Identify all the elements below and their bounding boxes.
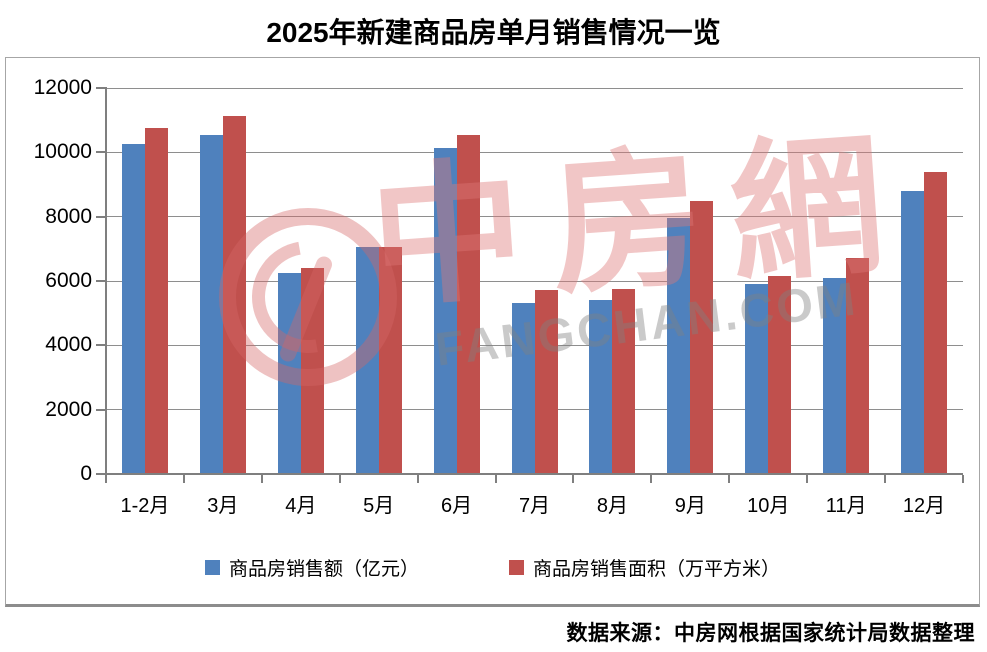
y-axis-label: 8000	[45, 204, 92, 228]
bar-sales-area	[300, 268, 324, 474]
x-axis-tick	[806, 475, 809, 483]
y-axis-label: 6000	[45, 269, 92, 292]
bar-sales-amount	[433, 147, 457, 474]
y-axis-tick	[96, 344, 106, 347]
y-axis-label: 4000	[45, 333, 92, 357]
bar-sales-area	[144, 128, 168, 474]
gridline	[106, 87, 963, 89]
x-axis-label: 6月	[441, 495, 473, 517]
legend-item-sales-area: 商品房销售面积（万平方米）	[509, 554, 780, 581]
y-axis-tick	[96, 473, 106, 475]
y-axis-label: 10000	[33, 140, 92, 164]
bar-sales-area	[924, 171, 948, 474]
x-axis-tick	[884, 475, 887, 483]
x-axis-tick	[182, 475, 185, 483]
legend-label-sales-amount: 商品房销售额（亿元）	[228, 558, 419, 580]
x-axis-label: 3月	[207, 495, 239, 517]
x-axis-tick	[572, 475, 575, 483]
x-axis-tick	[494, 475, 497, 483]
chart-frame: 0 2000 4000 6000 8000 10000 12000 1-2月 3月 4月 5月 6月 7…	[5, 57, 980, 607]
gridline	[106, 280, 963, 282]
legend: 商品房销售额（亿元） 商品房销售面积（万平方米）	[6, 550, 979, 584]
legend-label-sales-area: 商品房销售面积（万平方米）	[533, 558, 781, 580]
x-axis-label: 10月	[747, 495, 790, 517]
x-axis-tick	[260, 475, 263, 483]
x-axis-label: 4月	[285, 495, 317, 517]
bar-sales-area	[222, 116, 246, 474]
x-axis-tick	[650, 475, 653, 483]
legend-swatch-red	[509, 559, 524, 575]
x-axis-label: 12月	[902, 495, 946, 517]
bar-sales-area	[534, 290, 558, 474]
y-axis-tick	[96, 215, 106, 218]
x-axis-label: 7月	[518, 495, 551, 517]
y-axis-tick	[96, 151, 106, 154]
gridline	[106, 216, 963, 218]
x-axis-label: 5月	[363, 495, 395, 517]
legend-swatch-blue	[204, 559, 220, 575]
bar-sales-amount	[667, 218, 691, 474]
x-axis-label: 1-2月	[120, 495, 170, 517]
y-axis-label: 2000	[45, 397, 92, 421]
watermark-domain-text: FANGCHAN.COM	[432, 271, 861, 376]
bar-sales-amount	[745, 284, 769, 474]
bar-sales-area	[378, 247, 402, 474]
chart-title: 2025年新建商品房单月销售情况一览	[266, 17, 721, 48]
gridline	[106, 151, 963, 153]
x-axis-tick	[105, 475, 107, 483]
x-axis-tick	[338, 475, 341, 483]
bar-sales-amount	[199, 134, 223, 474]
bar-sales-area	[612, 289, 636, 474]
bar-sales-area	[456, 135, 480, 474]
y-axis-tick	[96, 408, 106, 411]
y-axis-label: 0	[80, 462, 92, 485]
y-axis-tick	[96, 280, 106, 282]
y-axis-label: 12000	[33, 76, 92, 99]
y-axis-line	[105, 87, 107, 475]
x-axis-line	[105, 473, 963, 475]
legend-item-sales-amount: 商品房销售额（亿元）	[204, 554, 419, 581]
bar-sales-amount	[355, 247, 379, 474]
x-axis-tick	[728, 475, 731, 483]
bar-sales-amount	[511, 302, 535, 474]
x-axis-label: 8月	[596, 495, 628, 517]
data-source-note: 数据来源：中房网根据国家统计局数据整理	[566, 622, 975, 645]
bar-sales-amount	[823, 278, 847, 474]
bar-sales-area	[846, 258, 870, 474]
x-axis-label: 11月	[825, 495, 867, 517]
bar-sales-amount	[901, 190, 925, 474]
bar-sales-amount	[589, 300, 613, 474]
bar-sales-area	[768, 275, 792, 474]
x-axis-label: 9月	[674, 495, 706, 517]
bar-sales-amount	[277, 273, 301, 474]
x-axis-tick	[416, 475, 419, 483]
bar-sales-area	[690, 200, 714, 474]
x-axis-tick	[962, 475, 964, 483]
bar-sales-amount	[121, 144, 145, 474]
y-axis-tick	[96, 87, 106, 89]
